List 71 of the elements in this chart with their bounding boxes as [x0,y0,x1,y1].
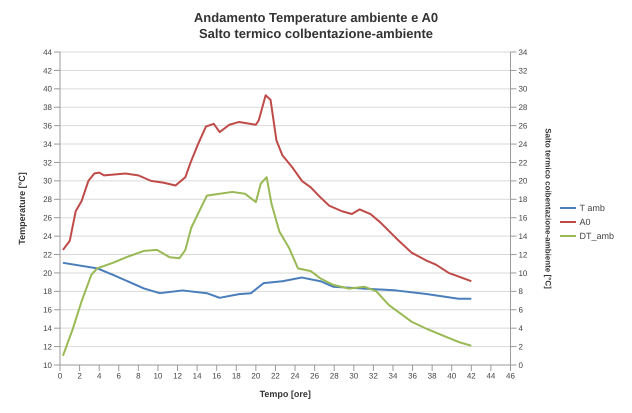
x-axis-title: Tempo [ore] [260,389,311,399]
x-tick-label: 22 [270,372,280,381]
y-tick-label: 44 [43,48,53,57]
y-tick-label: 32 [43,158,53,168]
x-tick-label: 0 [58,372,63,381]
x-tick-label: 8 [136,372,142,381]
y2-tick-label: 28 [518,103,528,112]
y-tick-label: 10 [43,360,53,370]
y-tick-label: 34 [43,140,53,149]
legend-label: T amb [579,203,605,213]
y-tick-label: 12 [43,342,53,352]
y2-axis-title: Salto termico coibentazione-ambiente [°C] [544,128,553,290]
y-tick-label: 24 [43,232,53,241]
x-tick-label: 46 [506,372,516,381]
y-tick-label: 30 [43,176,53,186]
y2-tick-label: 24 [518,140,528,149]
y2-tick-label: 14 [518,232,528,241]
y2-tick-label: 22 [518,158,528,168]
x-tick-label: 24 [290,372,300,381]
x-tick-label: 20 [251,372,261,381]
line-series [62,94,472,282]
y2-tick-label: 32 [518,66,528,76]
y-tick-label: 26 [43,214,53,223]
x-tick-label: 6 [116,372,122,381]
x-tick-label: 4 [96,372,102,381]
x-tick-label: 44 [486,372,496,381]
x-tick-label: 14 [192,372,202,381]
x-tick-label: 16 [212,372,222,381]
y-tick-label: 40 [43,84,53,94]
y-tick-label: 16 [43,306,53,315]
y2-tick-label: 30 [518,84,528,94]
y2-tick-label: 8 [518,287,524,296]
line-series [62,176,472,357]
x-tick-label: 36 [408,372,418,381]
y2-tick-label: 4 [518,324,524,334]
x-tick-label: 34 [388,372,398,381]
y-tick-label: 20 [43,268,53,278]
y2-tick-label: 34 [518,48,528,57]
x-tick-label: 2 [77,372,82,381]
x-tick-label: 42 [466,372,476,381]
x-tick-label: 28 [330,372,340,381]
y2-tick-label: 0 [518,360,524,370]
y-tick-label: 14 [43,324,53,334]
y2-tick-label: 12 [518,250,528,260]
x-tick-label: 32 [368,372,378,381]
y-tick-label: 28 [43,195,53,204]
y2-tick-label: 18 [518,195,528,204]
y2-tick-label: 20 [518,176,528,186]
x-tick-label: 40 [447,372,457,381]
x-tick-label: 26 [310,372,320,381]
x-tick-label: 12 [173,372,183,381]
y-tick-label: 36 [43,121,53,130]
y2-tick-label: 2 [518,342,524,352]
y-tick-label: 22 [43,250,53,260]
chart-subtitle: Salto termico colbentazione-ambiente [198,26,434,42]
y-tick-label: 38 [43,103,53,112]
chart-title: Andamento Temperature ambiente e A0 [192,10,440,26]
y-tick-label: 18 [43,287,53,296]
y2-tick-label: 6 [518,306,524,315]
y-axis-title: Temperature [°C] [17,172,28,245]
x-tick-label: 30 [349,372,359,381]
x-tick-label: 38 [428,372,438,381]
y-tick-label: 42 [43,66,53,76]
y2-tick-label: 10 [518,268,528,278]
line-series [62,262,472,300]
x-tick-label: 10 [153,372,163,381]
x-tick-label: 18 [232,372,242,381]
y2-tick-label: 26 [518,121,528,130]
y2-tick-label: 16 [518,214,528,223]
legend-label: A0 [579,217,590,227]
legend-label: DT_amb [579,231,614,241]
